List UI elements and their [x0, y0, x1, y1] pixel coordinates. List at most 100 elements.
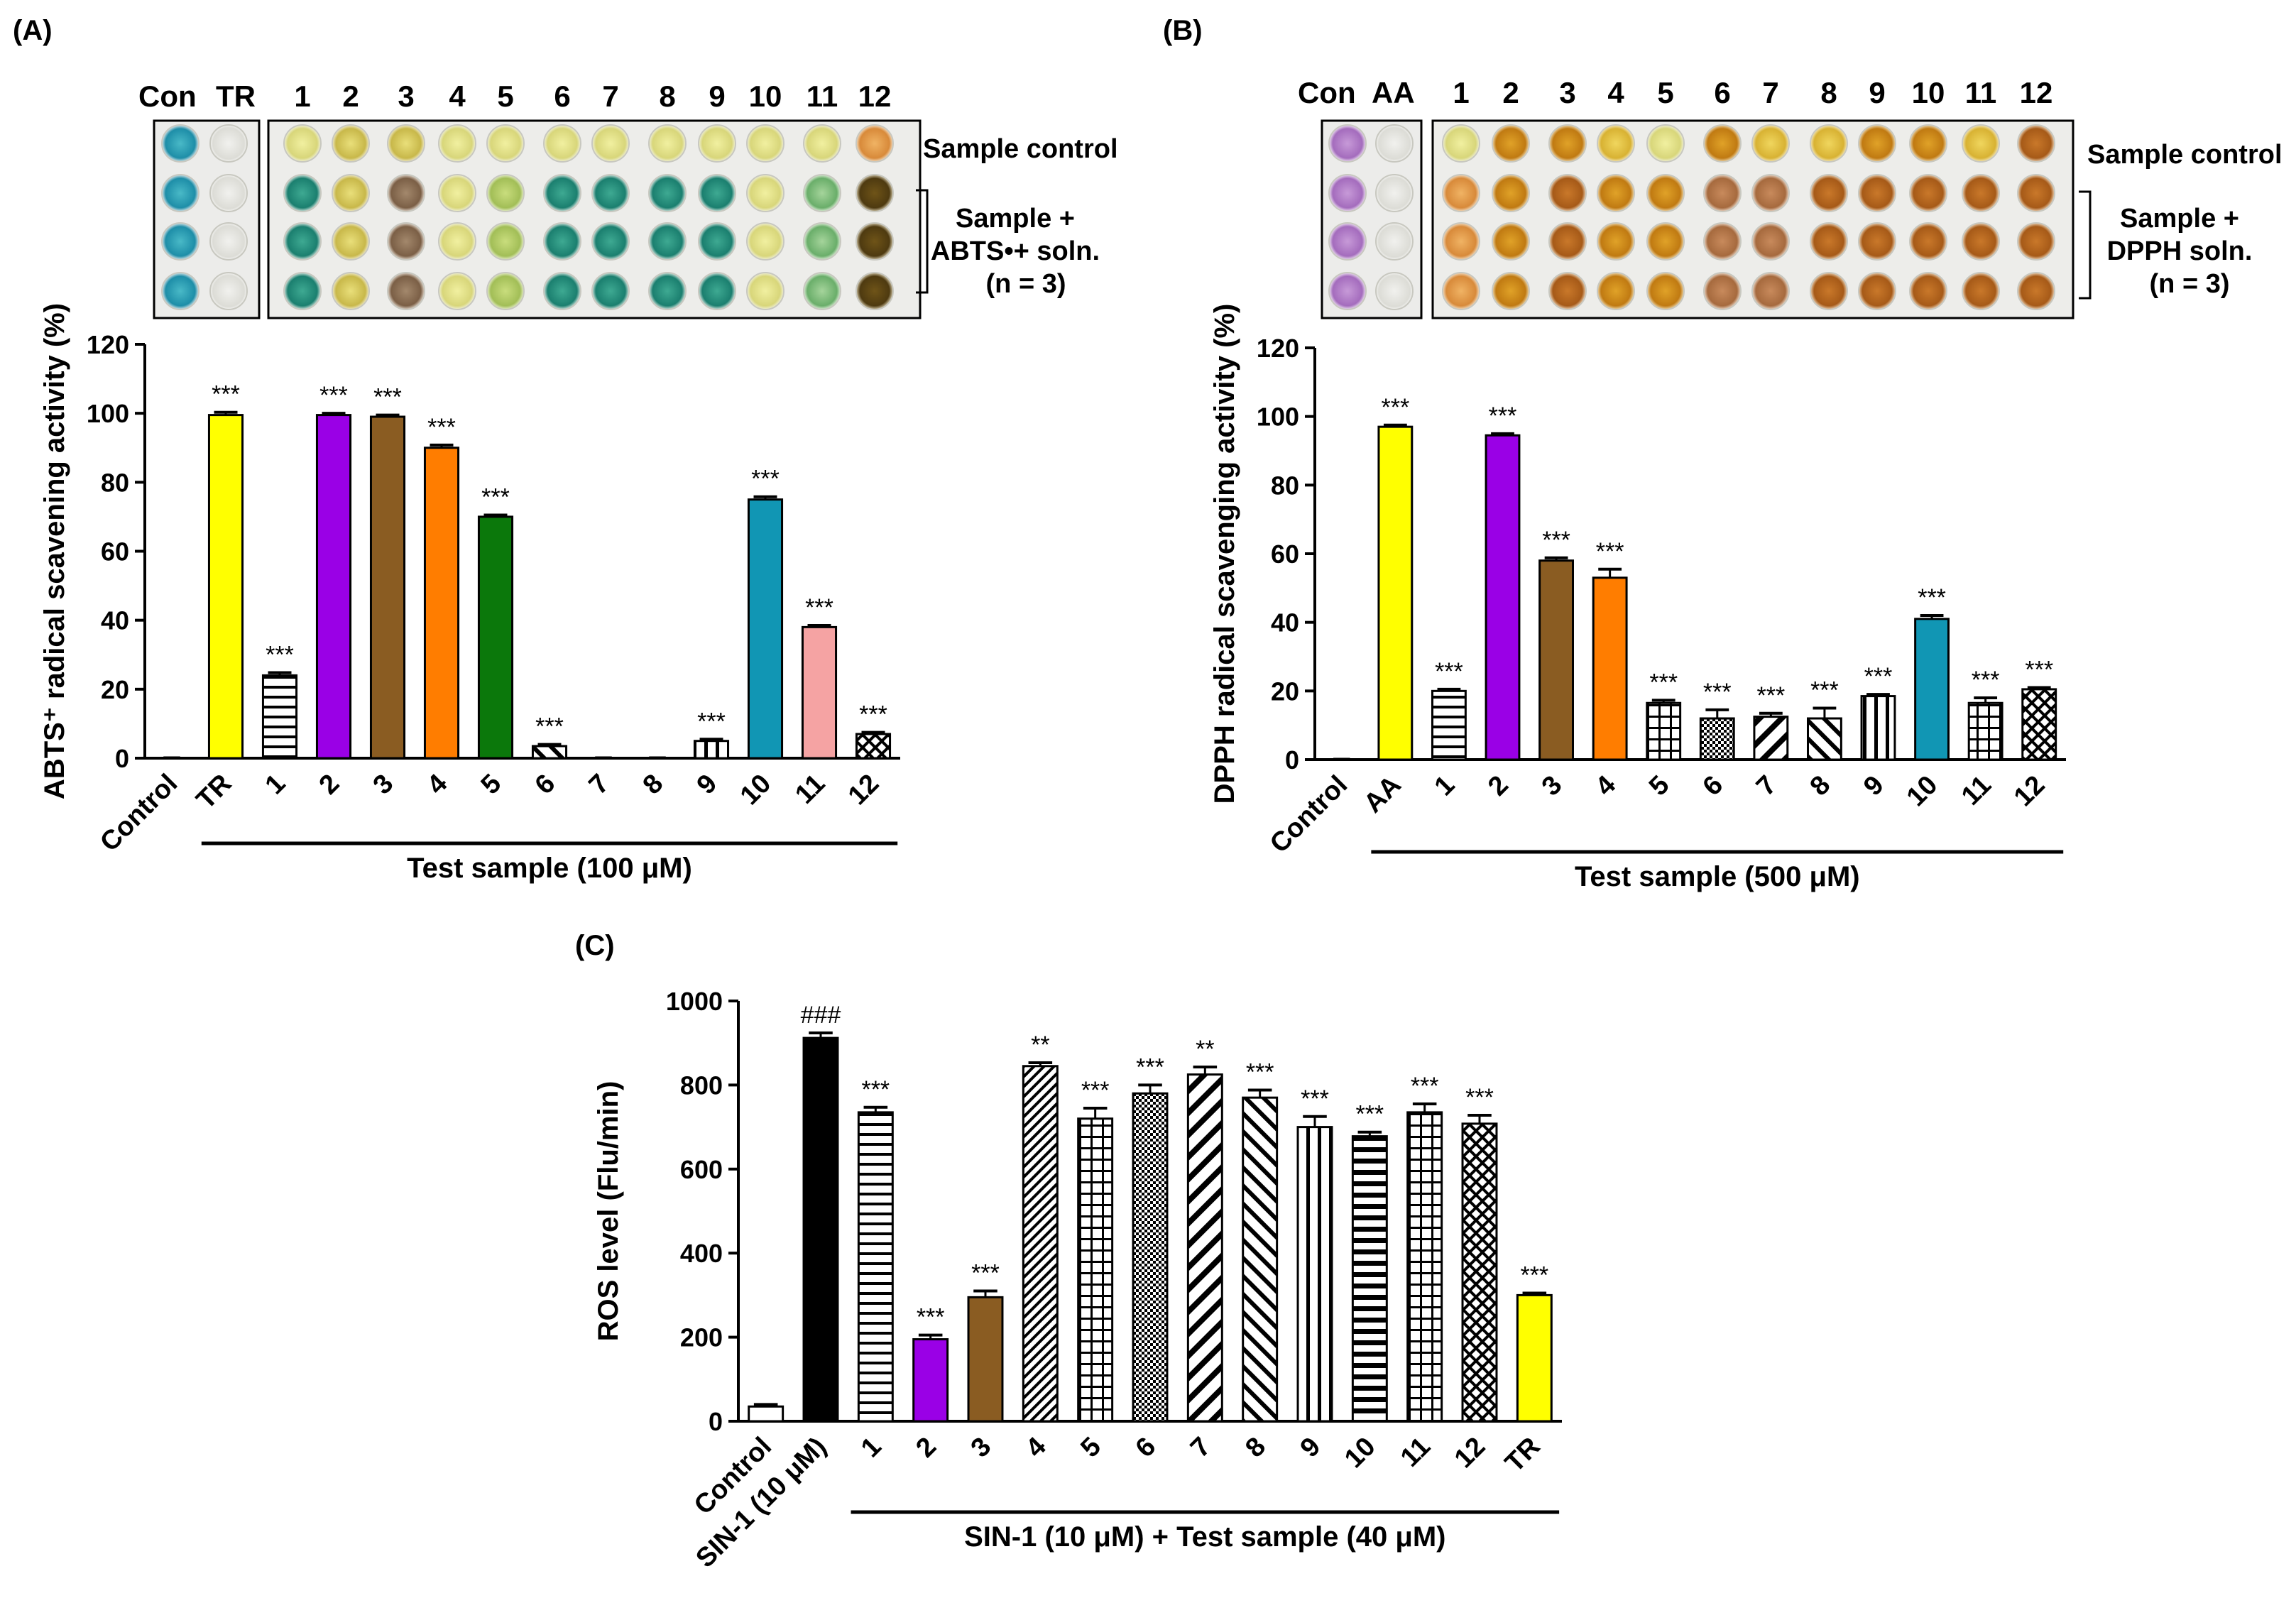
wells-grid — [1328, 124, 2055, 310]
y-tick-label: 20 — [1271, 677, 1299, 706]
significance-label: *** — [2025, 657, 2053, 684]
significance-label: *** — [861, 1076, 890, 1103]
x-tick-label: 6 — [1698, 770, 1729, 802]
well — [1548, 174, 1587, 212]
x-tick-label: 4 — [1020, 1432, 1052, 1464]
lane-label: 8 — [659, 80, 675, 113]
well — [698, 272, 736, 310]
well — [1375, 272, 1414, 310]
x-tick-label: 3 — [368, 769, 400, 801]
well — [486, 124, 525, 163]
well — [1646, 222, 1685, 261]
x-tick-label: 12 — [1449, 1432, 1492, 1474]
well — [1962, 272, 2000, 310]
significance-label: ### — [801, 1002, 841, 1029]
bar — [369, 415, 406, 760]
significance-label: *** — [1435, 658, 1463, 685]
lane-label: 5 — [1657, 76, 1673, 109]
well — [1858, 174, 1896, 212]
well — [1597, 124, 1635, 163]
bracket-text: ABTS•+ soln. — [931, 236, 1100, 266]
bar — [1186, 1073, 1223, 1423]
significance-label: *** — [1465, 1084, 1494, 1111]
lane-label: 1 — [294, 80, 310, 113]
well — [803, 174, 841, 212]
lane-label: 12 — [2020, 76, 2053, 109]
well — [1597, 272, 1635, 310]
well — [1492, 124, 1530, 163]
x-tick-label: 10 — [1901, 770, 1944, 813]
significance-label: *** — [1136, 1053, 1164, 1080]
well — [1909, 222, 1947, 261]
bar — [477, 515, 514, 760]
significance-label: *** — [1972, 667, 2000, 694]
bracket-text: Sample + — [2120, 204, 2239, 234]
lane-label: 6 — [554, 80, 570, 113]
y-tick-label: 200 — [680, 1323, 723, 1352]
bar — [748, 1405, 785, 1423]
well — [1548, 272, 1587, 310]
bar — [531, 745, 568, 760]
well — [1810, 272, 1848, 310]
x-tick-label: Control — [94, 769, 183, 858]
well — [209, 222, 248, 261]
x-tick-label: 2 — [314, 769, 346, 801]
well — [161, 174, 199, 212]
panel-a-plate-photo: Con TR 1 2 3 4 5 6 7 8 9 10 11 12 Sample control Sa… — [138, 80, 1118, 319]
panel-b-plate-photo: Con AA 1 2 3 4 5 6 7 8 9 10 11 12 Sample control Sa… — [1298, 76, 2283, 319]
well — [1442, 174, 1480, 212]
lane-label: 9 — [1869, 76, 1885, 109]
well — [1703, 272, 1742, 310]
x-tick-label: Control — [1264, 770, 1353, 859]
well — [1328, 222, 1367, 261]
x-tick-label: 11 — [1956, 770, 1997, 811]
well — [543, 174, 581, 212]
significance-label: *** — [1542, 527, 1570, 554]
well — [543, 222, 581, 261]
well — [332, 222, 370, 261]
x-tick-label: 9 — [1858, 770, 1890, 802]
well — [1703, 222, 1742, 261]
y-tick-label: 60 — [101, 537, 129, 567]
x-tick-label: 7 — [1751, 770, 1783, 802]
bar — [1485, 434, 1521, 761]
well — [698, 124, 736, 163]
bracket-text: Sample + — [956, 204, 1075, 234]
bracket-text: (n = 3) — [986, 269, 1066, 299]
x-tick-label: 12 — [843, 769, 885, 811]
lane-label: 2 — [1502, 76, 1519, 109]
bar — [1538, 559, 1574, 761]
well — [698, 222, 736, 261]
y-tick-label: 40 — [1271, 608, 1299, 637]
well — [1703, 174, 1742, 212]
well — [209, 272, 248, 310]
panel-b-label: (B) — [1163, 15, 1203, 46]
well — [855, 222, 894, 261]
well — [161, 272, 199, 310]
bar — [693, 740, 730, 760]
bar — [1807, 717, 1842, 761]
bar — [315, 414, 352, 760]
lane-label: TR — [216, 80, 256, 113]
well — [1442, 272, 1480, 310]
panel-a-label: (A) — [13, 15, 53, 46]
significance-label: *** — [212, 381, 240, 408]
y-tick-label: 0 — [1285, 745, 1299, 775]
panel-a-bar-chart: 0 20 40 60 80 100 120 Control *** TR *** 1 *** 2 *** 3 *… — [39, 303, 900, 884]
well — [1858, 222, 1896, 261]
significance-label: *** — [1081, 1077, 1110, 1104]
bar — [912, 1338, 949, 1423]
well — [648, 222, 687, 261]
well — [746, 272, 785, 310]
x-tick-label: 12 — [2008, 770, 2051, 813]
bar — [857, 1111, 894, 1423]
well — [855, 174, 894, 212]
well — [591, 174, 630, 212]
y-tick-label: 100 — [87, 399, 129, 428]
x-tick-label: 1 — [1429, 770, 1461, 802]
bar — [1753, 716, 1789, 761]
x-tick-label: 6 — [530, 769, 562, 801]
well — [1646, 124, 1685, 163]
lane-label: 10 — [749, 80, 782, 113]
